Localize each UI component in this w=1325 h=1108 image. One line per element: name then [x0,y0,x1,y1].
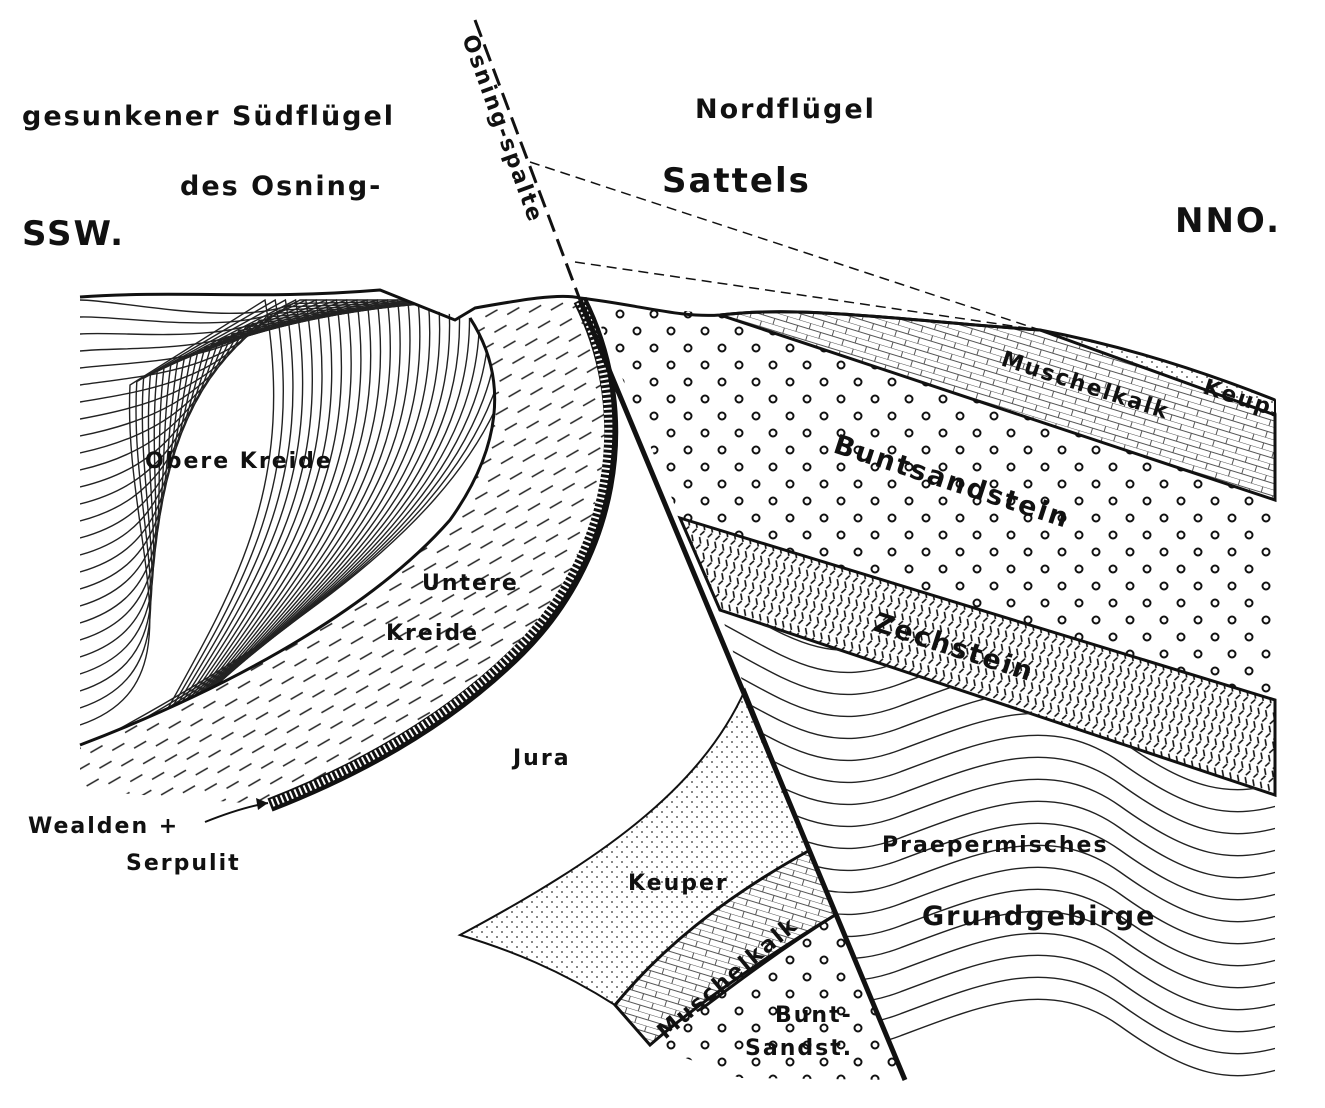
label-jura: Jura [511,746,571,771]
direction-right: NNO. [1175,201,1281,241]
wealden-arrow-head [256,798,268,810]
obere-kreide-boundary [79,317,497,747]
label-bunt-south-2: Sandst. [745,1036,853,1061]
stratum-line [720,743,1275,835]
north-title-2: Sattels [662,161,811,201]
label-grundgebirge-1: Praepermisches [882,833,1109,858]
label-obere-kreide: Obere Kreide [145,449,333,474]
stratum-line [80,298,294,745]
label-untere-kreide-1: Untere [422,571,519,596]
untere-kreide-layer [80,298,612,805]
label-untere-kreide-2: Kreide [386,621,479,646]
stratum-line [80,299,431,745]
buntsandstein-south-layer [650,915,905,1080]
osning-fault-line [577,299,908,1081]
north-title-1: Nordflügel [695,94,876,125]
stratum-line [720,699,1275,791]
projection-dashed-2 [574,261,1041,331]
south-title-2: des Osning- [180,171,382,202]
surface-line [79,288,1276,402]
zechstein-layer [677,515,1277,798]
boundary-line [699,913,836,1012]
obere-kreide-layer [80,298,495,745]
direction-left: SSW. [22,214,125,254]
fault-label: Osning-spalte [456,32,547,227]
stratum-line [720,721,1275,813]
stratum-line [80,299,391,745]
wealden-band-hatching [270,300,613,807]
south-title-1: gesunkener Südflügel [22,101,395,132]
stratum-line [80,298,284,745]
stratum-line [80,299,441,745]
buntsandstein-north-layer [590,300,1275,700]
stratum-line [80,299,333,745]
label-grundgebirge-2: Grundgebirge [922,901,1156,932]
label-wealden-1: Wealden + [28,814,179,839]
label-keuper-south: Keuper [628,871,729,896]
stratum-line [80,298,313,745]
label-wealden-2: Serpulit [126,851,241,876]
stratum-line [80,298,275,745]
projection-dashed-1 [529,161,1041,331]
stratum-line [80,299,421,745]
label-bunt-south-1: Bunt- [775,1003,853,1028]
stratum-line [80,298,323,745]
fault-projection-dashed [473,19,582,301]
